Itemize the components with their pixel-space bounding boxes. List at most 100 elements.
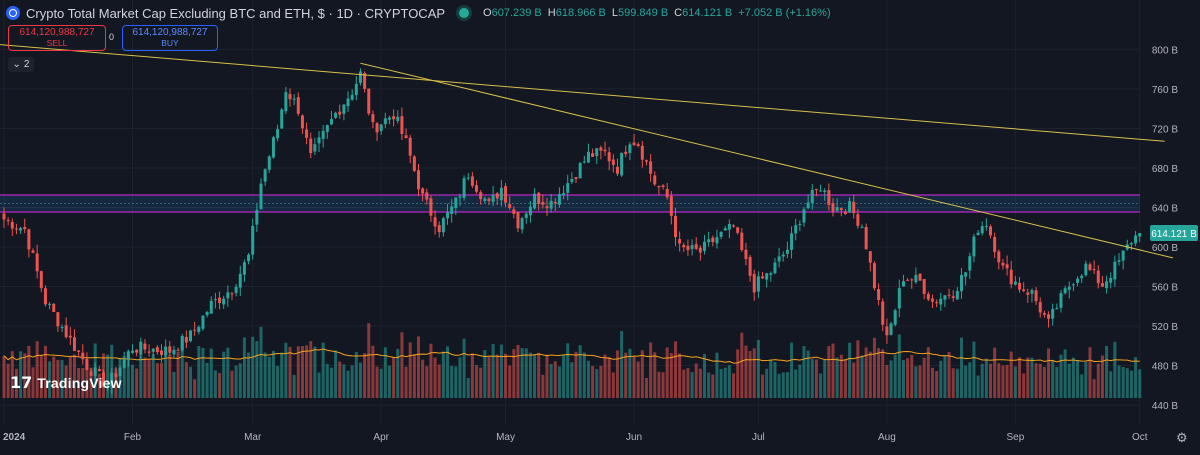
volume-bar	[989, 363, 993, 398]
candle-body	[52, 303, 56, 313]
candle-body	[251, 225, 255, 255]
volume-bar	[1084, 361, 1088, 398]
candle-body	[458, 196, 462, 198]
candle-body	[379, 124, 383, 132]
volume-bar	[309, 341, 313, 398]
candle-body	[528, 206, 532, 216]
volume-bar	[930, 367, 934, 398]
candle-body	[802, 209, 806, 223]
volume-bar	[475, 365, 479, 398]
buy-button[interactable]: 614,120,988,727 BUY	[122, 25, 218, 51]
x-tick-label: Feb	[124, 432, 142, 443]
candle-body	[806, 202, 810, 209]
candle-body	[889, 323, 893, 335]
volume-bar	[292, 374, 296, 398]
volume-bar	[1076, 360, 1080, 398]
candle-body	[665, 188, 669, 198]
candle-body	[350, 94, 354, 100]
candle-body	[707, 239, 711, 243]
candle-body	[686, 245, 690, 251]
volume-bar	[338, 361, 342, 398]
candle-body	[512, 209, 516, 214]
candle-body	[1121, 250, 1125, 261]
ohlc-key: O	[483, 7, 492, 19]
candle-body	[582, 161, 586, 163]
candle-body	[781, 254, 785, 257]
candle-body	[491, 194, 495, 202]
volume-bar	[147, 358, 151, 398]
candle-body	[765, 273, 769, 280]
volume-bar	[794, 369, 798, 398]
volume-bar	[412, 354, 416, 398]
candle-body	[893, 310, 897, 325]
candle-body	[218, 297, 222, 304]
symbol-title[interactable]: Crypto Total Market Cap Excluding BTC an…	[26, 5, 446, 21]
volume-bar	[914, 366, 918, 398]
candle-body	[313, 144, 317, 152]
y-tick-label: 480 B	[1152, 362, 1178, 373]
volume-bar	[901, 359, 905, 398]
volume-bar	[10, 351, 14, 398]
candle-body	[1129, 243, 1133, 245]
indicators-toggle[interactable]: ⌄ 2	[8, 57, 34, 72]
market-status-icon	[459, 8, 470, 18]
volume-bar	[371, 345, 375, 398]
candle-body	[242, 262, 246, 275]
volume-bar	[591, 366, 595, 398]
volume-bar	[267, 356, 271, 398]
ohlc-value: 607.239 B	[491, 7, 542, 19]
volume-bar	[1022, 373, 1026, 398]
volume-bar	[632, 356, 636, 398]
volume-bar	[6, 363, 10, 398]
volume-bar	[81, 367, 85, 398]
candle-body	[1026, 292, 1030, 295]
candle-body	[446, 212, 450, 219]
candle-body	[14, 228, 18, 230]
candle-body	[35, 253, 39, 272]
candle-body	[653, 175, 657, 185]
volume-bar	[151, 354, 155, 398]
candle-body	[968, 256, 972, 271]
candle-body	[794, 225, 798, 234]
candle-body	[329, 119, 333, 125]
candle-body	[1117, 260, 1121, 262]
volume-bar	[288, 346, 292, 398]
x-tick-label: Apr	[373, 432, 389, 443]
buy-price: 614,120,988,727	[132, 27, 208, 38]
volume-bar	[819, 373, 823, 398]
candle-body	[939, 298, 943, 305]
candle-body	[574, 177, 578, 179]
candle-body	[748, 257, 752, 276]
candle-body	[437, 225, 441, 233]
candle-body	[959, 274, 963, 292]
candle-body	[524, 213, 528, 219]
gear-icon[interactable]: ⚙	[1176, 430, 1188, 445]
volume-bar	[143, 357, 147, 398]
volume-bar	[611, 372, 615, 398]
price-axis: 800 B 760 B 720 B 680 B 640 B 600 B 560 B 520 B…	[1150, 45, 1198, 412]
volume-bar	[1113, 341, 1117, 398]
candle-body	[785, 249, 789, 254]
candle-body	[756, 276, 760, 292]
volume-bar	[77, 368, 81, 398]
volume-bar	[387, 365, 391, 398]
volume-bar	[972, 341, 976, 398]
volume-bar	[271, 350, 275, 398]
candle-body	[172, 349, 176, 355]
candle-body	[831, 203, 835, 212]
volume-bar	[603, 354, 607, 398]
candle-body	[48, 303, 52, 305]
volume-bar	[574, 351, 578, 398]
candle-body	[1038, 302, 1042, 313]
volume-bar	[1059, 354, 1063, 398]
candle-body	[263, 169, 267, 182]
volume-bar	[889, 360, 893, 398]
sell-button[interactable]: 614,120,988,727 SELL	[8, 25, 106, 51]
volume-bar	[230, 370, 234, 398]
candle-body	[827, 190, 831, 205]
volume-bar	[814, 359, 818, 398]
candle-body	[276, 129, 280, 139]
candle-body	[305, 129, 309, 138]
volume-bar	[566, 343, 570, 398]
